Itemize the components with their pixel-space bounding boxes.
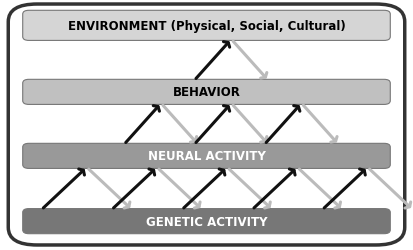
- FancyBboxPatch shape: [8, 5, 405, 245]
- Text: BEHAVIOR: BEHAVIOR: [173, 86, 240, 99]
- Text: NEURAL ACTIVITY: NEURAL ACTIVITY: [147, 150, 266, 163]
- FancyBboxPatch shape: [23, 209, 390, 234]
- Text: GENETIC ACTIVITY: GENETIC ACTIVITY: [146, 215, 267, 228]
- FancyBboxPatch shape: [23, 11, 390, 41]
- FancyBboxPatch shape: [23, 80, 390, 105]
- FancyBboxPatch shape: [23, 144, 390, 169]
- Text: ENVIRONMENT (Physical, Social, Cultural): ENVIRONMENT (Physical, Social, Cultural): [68, 20, 345, 33]
